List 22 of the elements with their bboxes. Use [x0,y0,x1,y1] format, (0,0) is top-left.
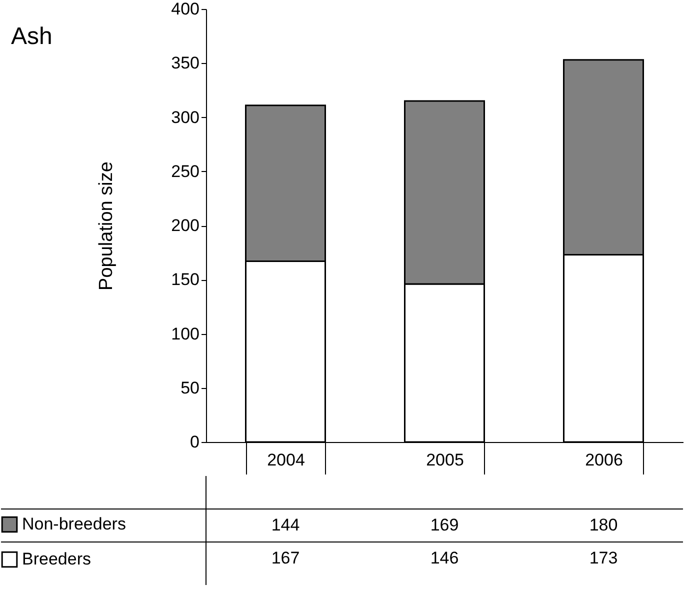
text: Ash [11,23,52,50]
data-label: 169 [430,516,459,534]
y-tick-label: 350 [171,54,200,73]
data-label: 144 [271,516,300,534]
y-tick-label: 200 [171,216,200,235]
x-tick-label: 2006 [585,450,623,470]
y-tick-label: 0 [190,432,200,452]
legend-label: Non-breeders [22,514,126,534]
y-tick-label: 50 [180,378,200,398]
y-tick-label: 250 [171,162,200,181]
x-tick-label: 2005 [426,450,464,470]
x-tick-label: 2004 [267,450,305,470]
legend-label: Breeders [22,550,91,568]
y-tick-label: 300 [171,108,200,127]
data-label: 167 [271,548,300,568]
y-axis-title: Population size [96,162,118,290]
data-label: 180 [589,516,618,534]
y-tick-label: 100 [171,324,200,344]
data-label: 173 [589,548,618,568]
y-tick-label: 150 [171,270,200,290]
y-tick-label: 400 [171,0,200,18]
data-label: 146 [430,548,459,568]
